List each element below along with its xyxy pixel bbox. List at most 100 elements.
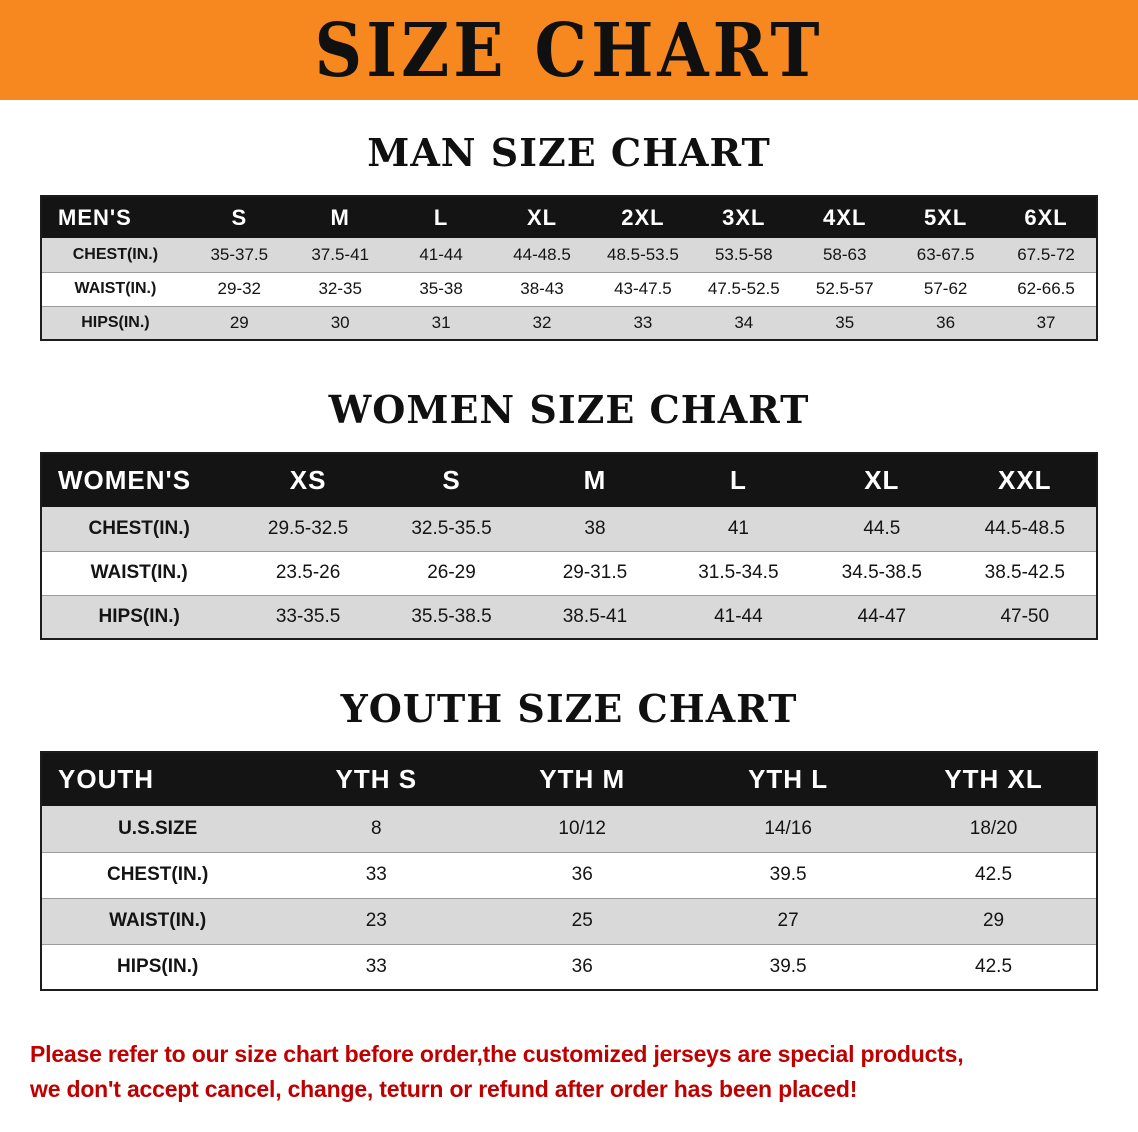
row-label-cell: CHEST(IN.) [88, 517, 190, 539]
value-cell: 33-35.5 [275, 605, 341, 627]
table-row: WAIST(IN.) 29-32 32-35 35-38 38-43 43-47.5 47.… [41, 272, 1097, 306]
value-cell: 37.5-41 [311, 244, 370, 264]
value-cell: 27 [777, 910, 799, 931]
value-cell: 37 [1036, 312, 1056, 332]
header-row: MEN'S S M L XL 2XL 3XL 4XL 5XL 6XL [41, 196, 1097, 238]
value-cell: 34 [734, 312, 754, 332]
table-row: HIPS(IN.) 33 36 39.5 42.5 [41, 944, 1097, 990]
value-cell: 52.5-57 [815, 279, 874, 298]
row-label-cell: HIPS(IN.) [117, 955, 199, 977]
men-size-table: MEN'S S M L XL 2XL 3XL 4XL 5XL 6XL CHEST(IN.) 35-37… [40, 195, 1098, 341]
value-cell: 32.5-35.5 [411, 517, 492, 539]
size-column-header: YTH S [273, 752, 480, 806]
value-cell: 39.5 [769, 864, 807, 885]
value-cell: 32 [532, 312, 552, 332]
value-cell: 18/20 [969, 817, 1018, 839]
size-column-header: 3XL [693, 196, 795, 238]
value-cell: 14/16 [764, 817, 812, 839]
header-row: YOUTH YTH S YTH M YTH L YTH XL [41, 752, 1097, 806]
value-cell: 25 [571, 910, 593, 931]
size-column-header: YTH XL [891, 752, 1097, 806]
men-section-heading: MAN SIZE CHART [367, 130, 771, 175]
value-cell: 33 [365, 955, 387, 977]
size-column-header: XS [236, 453, 380, 507]
size-column-header: XL [491, 196, 593, 238]
value-cell: 38-43 [520, 279, 564, 298]
value-cell: 43-47.5 [614, 279, 672, 298]
size-column-header: M [523, 453, 667, 507]
row-label-cell: HIPS(IN.) [98, 605, 180, 627]
value-cell: 33 [633, 312, 653, 332]
youth-size-table: YOUTH YTH S YTH M YTH L YTH XL U.S.SIZE 8 10/12… [40, 751, 1098, 991]
value-cell: 31.5-34.5 [698, 562, 779, 583]
table-title-cell: YOUTH [41, 752, 274, 806]
table-row: WAIST(IN.) 23.5-26 26-29 29-31.5 31.5-34.5 34… [41, 551, 1097, 595]
value-cell: 29-31.5 [562, 562, 628, 583]
value-cell: 23 [365, 910, 387, 931]
value-cell: 36 [571, 955, 593, 977]
value-cell: 47.5-52.5 [707, 279, 780, 298]
value-cell: 41-44 [419, 244, 463, 264]
table-row: WAIST(IN.) 23 25 27 29 [41, 898, 1097, 944]
row-label-cell: CHEST(IN.) [106, 864, 209, 885]
size-column-header: S [379, 453, 524, 507]
table-title-cell: WOMEN'S [41, 453, 237, 507]
value-cell: 34.5-38.5 [841, 562, 922, 583]
table-row: CHEST(IN.) 29.5-32.5 32.5-35.5 38 41 44.5 44.5… [41, 507, 1097, 551]
value-cell: 58-63 [822, 244, 867, 264]
size-column-header: L [390, 196, 492, 238]
value-cell: 33 [365, 864, 387, 885]
size-column-header: XL [810, 453, 954, 507]
table-title-cell: MEN'S [41, 196, 189, 238]
size-column-header: XXL [953, 453, 1097, 507]
women-size-section: WOMEN SIZE CHART WOMEN'S XS S M L XL XXL CHEST(… [0, 387, 1138, 640]
disclaimer-line-1: Please refer to our size chart before or… [30, 1041, 964, 1067]
value-cell: 44.5-48.5 [984, 517, 1065, 539]
row-label-cell: WAIST(IN.) [74, 280, 157, 297]
value-cell: 29 [229, 312, 249, 332]
header-row: WOMEN'S XS S M L XL XXL [41, 453, 1097, 507]
row-label-cell: U.S.SIZE [118, 817, 198, 839]
row-label-cell: WAIST(IN.) [109, 910, 207, 931]
value-cell: 38.5-41 [562, 605, 628, 627]
row-label-cell: CHEST(IN.) [72, 245, 159, 263]
size-column-header: S [188, 196, 290, 238]
banner-title: SIZE CHART [314, 6, 824, 94]
value-cell: 67.5-72 [1017, 244, 1075, 264]
value-cell: 29.5-32.5 [267, 517, 349, 539]
value-cell: 35 [835, 312, 855, 332]
value-cell: 39.5 [769, 955, 807, 977]
value-cell: 62-66.5 [1017, 279, 1075, 298]
value-cell: 35.5-38.5 [411, 605, 492, 627]
table-row: U.S.SIZE 8 10/12 14/16 18/20 [41, 806, 1097, 852]
youth-size-section: YOUTH SIZE CHART YOUTH YTH S YTH M YTH L YTH… [0, 686, 1138, 991]
table-row: HIPS(IN.) 33-35.5 35.5-38.5 38.5-41 41-44 44-… [41, 595, 1097, 639]
value-cell: 63-67.5 [916, 244, 975, 264]
value-cell: 48.5-53.5 [606, 244, 679, 264]
row-label-cell: HIPS(IN.) [81, 313, 150, 331]
youth-section-heading: YOUTH SIZE CHART [340, 686, 798, 731]
value-cell: 29-32 [217, 279, 262, 298]
value-cell: 29 [982, 910, 1005, 931]
value-cell: 41 [727, 517, 749, 539]
men-size-section: MAN SIZE CHART MEN'S S M L XL 2XL 3XL 4XL 5XL 6XL… [0, 130, 1138, 341]
value-cell: 44-48.5 [513, 244, 571, 264]
size-column-header: M [289, 196, 391, 238]
value-cell: 10/12 [558, 817, 606, 839]
value-cell: 23.5-26 [275, 562, 341, 583]
value-cell: 42.5 [975, 864, 1013, 885]
value-cell: 35-37.5 [210, 244, 269, 264]
value-cell: 42.5 [975, 955, 1013, 977]
size-column-header: 2XL [592, 196, 694, 238]
value-cell: 47-50 [1000, 605, 1050, 627]
value-cell: 8 [370, 817, 382, 839]
value-cell: 35-38 [419, 279, 463, 298]
value-cell: 53.5-58 [714, 244, 773, 264]
value-cell: 26-29 [427, 562, 476, 583]
value-cell: 44.5 [863, 517, 901, 539]
size-column-header: 4XL [794, 196, 896, 238]
value-cell: 36 [936, 312, 956, 332]
value-cell: 57-62 [923, 279, 968, 298]
table-row: CHEST(IN.) 33 36 39.5 42.5 [41, 852, 1097, 898]
value-cell: 44-47 [857, 605, 907, 627]
